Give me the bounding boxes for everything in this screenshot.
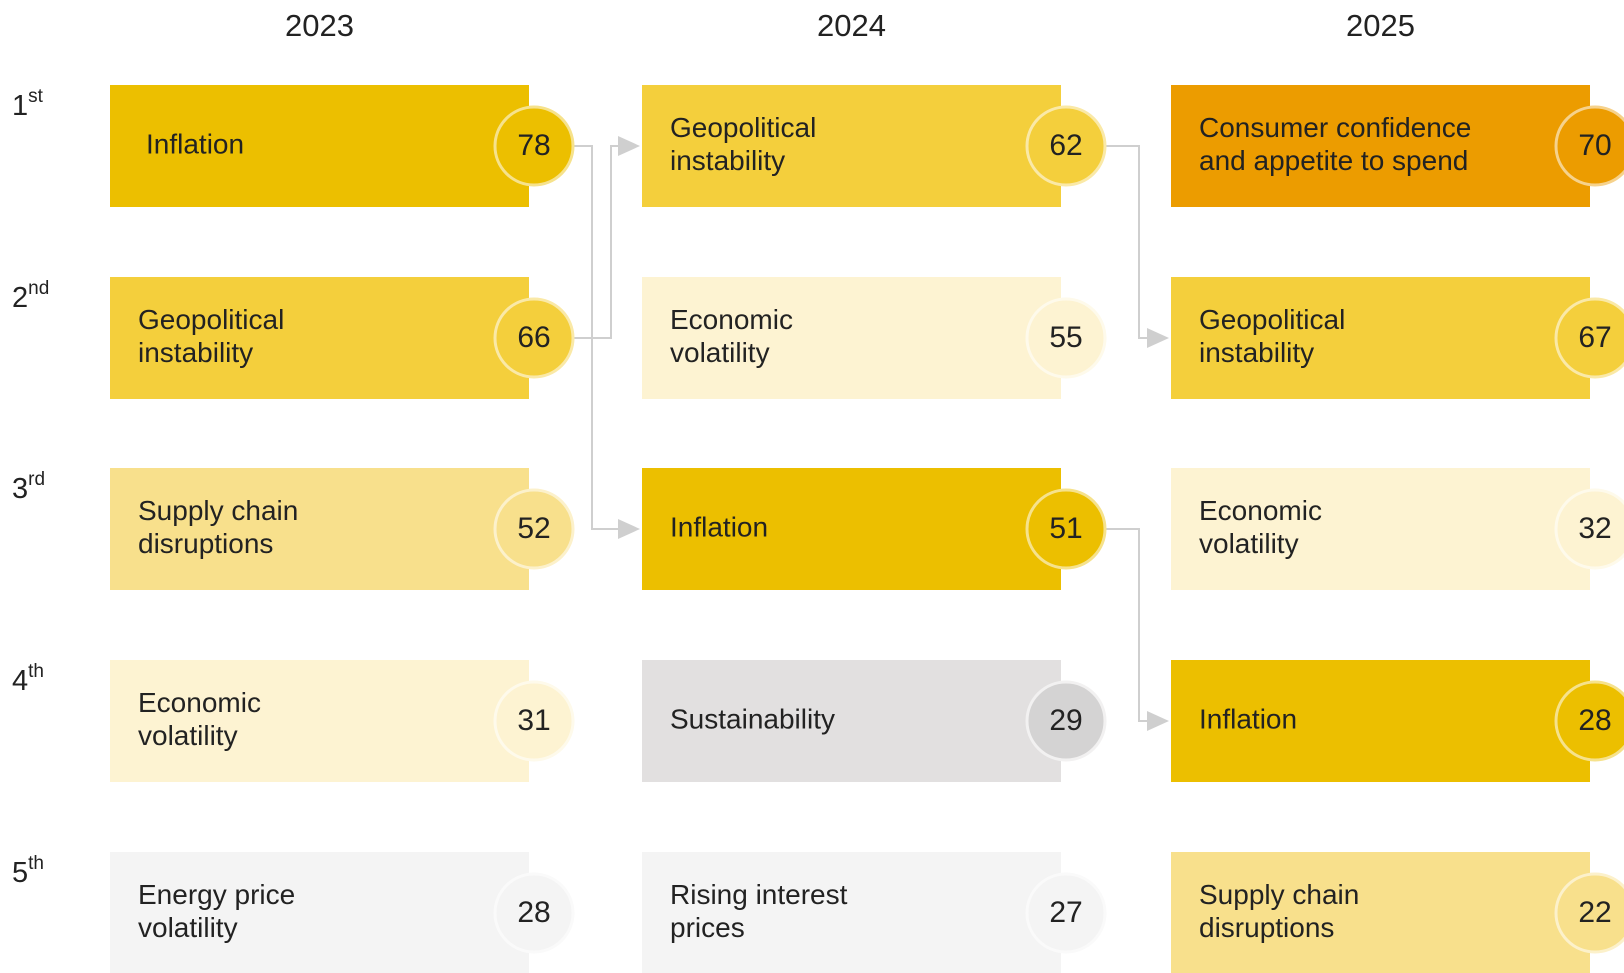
rank-suffix: nd [28,278,49,299]
item-box [110,85,529,207]
item-label: instability [1199,337,1314,368]
item-box [1171,277,1590,399]
score-value: 62 [1049,129,1082,162]
arrow-head [1147,711,1169,731]
arrow-head [1147,328,1169,348]
item-label: Inflation [670,511,768,542]
item-box [642,85,1061,207]
rank-suffix: st [28,86,44,107]
item-label: Sustainability [670,703,835,734]
item-label: Inflation [146,128,244,159]
item-label: Supply chain [138,495,298,526]
score-circle [1554,872,1624,954]
item-label: Consumer confidence [1199,112,1471,143]
score-value: 28 [517,896,550,929]
rank-number: 5 [12,857,28,889]
item-box [642,852,1061,973]
score-value: 52 [517,512,550,545]
rank-number: 3 [12,473,28,505]
year-header: 2024 [817,8,886,43]
item-label: volatility [138,912,238,943]
score-value: 27 [1049,896,1082,929]
score-value: 28 [1578,704,1611,737]
item-label: volatility [1199,528,1299,559]
score-circle [493,297,575,379]
year-header: 2023 [285,8,354,43]
item-label: instability [670,145,785,176]
score-value: 32 [1578,512,1611,545]
item-label: volatility [138,720,238,751]
item-label: Rising interest [670,879,848,910]
item-box [110,852,529,973]
score-circle [1025,680,1107,762]
score-value: 67 [1578,321,1611,354]
rank-suffix: rd [28,469,45,490]
rank-number: 1 [12,90,28,122]
arrow-head [618,136,640,156]
item-box [110,277,529,399]
score-circle [1025,105,1107,187]
score-circle [493,872,575,954]
item-label: Energy price [138,879,295,910]
item-label: disruptions [138,528,273,559]
score-circle [1025,872,1107,954]
item-label: Economic [138,687,261,718]
item-label: volatility [670,337,770,368]
score-circle [1025,488,1107,570]
item-box [1171,852,1590,973]
score-value: 66 [517,321,550,354]
score-value: 51 [1049,512,1082,545]
item-label: Geopolitical [138,304,284,335]
item-box [642,468,1061,590]
arrow-head [618,519,640,539]
rank-label: 5th [12,853,44,889]
item-box [642,277,1061,399]
item-box [1171,85,1590,207]
item-box [1171,468,1590,590]
item-box [110,660,529,782]
rank-label: 4th [12,661,44,697]
score-value: 31 [517,704,550,737]
item-label: disruptions [1199,912,1334,943]
score-circle [1554,105,1624,187]
connector [574,145,620,339]
rank-label: 3rd [12,469,45,505]
item-label: instability [138,337,253,368]
connector [1106,145,1149,339]
score-value: 70 [1578,129,1611,162]
item-label: Geopolitical [670,112,816,143]
score-value: 78 [517,129,550,162]
item-box [110,468,529,590]
rank-label: 2nd [12,278,49,314]
score-value: 22 [1578,896,1611,929]
score-value: 55 [1049,321,1082,354]
item-box [642,660,1061,782]
item-label: and appetite to spend [1199,145,1468,176]
score-circle [493,680,575,762]
score-circle [1554,297,1624,379]
item-box [1171,660,1590,782]
item-label: prices [670,912,745,943]
item-label: Supply chain [1199,879,1359,910]
rank-suffix: th [28,853,44,874]
rank-suffix: th [28,661,44,682]
year-header: 2025 [1346,8,1415,43]
score-circle [493,488,575,570]
score-circle [1554,488,1624,570]
item-label: Geopolitical [1199,304,1345,335]
rank-label: 1st [12,86,44,122]
item-label: Economic [1199,495,1322,526]
score-circle [1025,297,1107,379]
rank-number: 2 [12,282,28,314]
connector [1106,528,1149,722]
score-circle [1554,680,1624,762]
score-value: 29 [1049,704,1082,737]
score-circle [493,105,575,187]
item-label: Inflation [1199,703,1297,734]
item-label: Economic [670,304,793,335]
rank-number: 4 [12,665,28,697]
